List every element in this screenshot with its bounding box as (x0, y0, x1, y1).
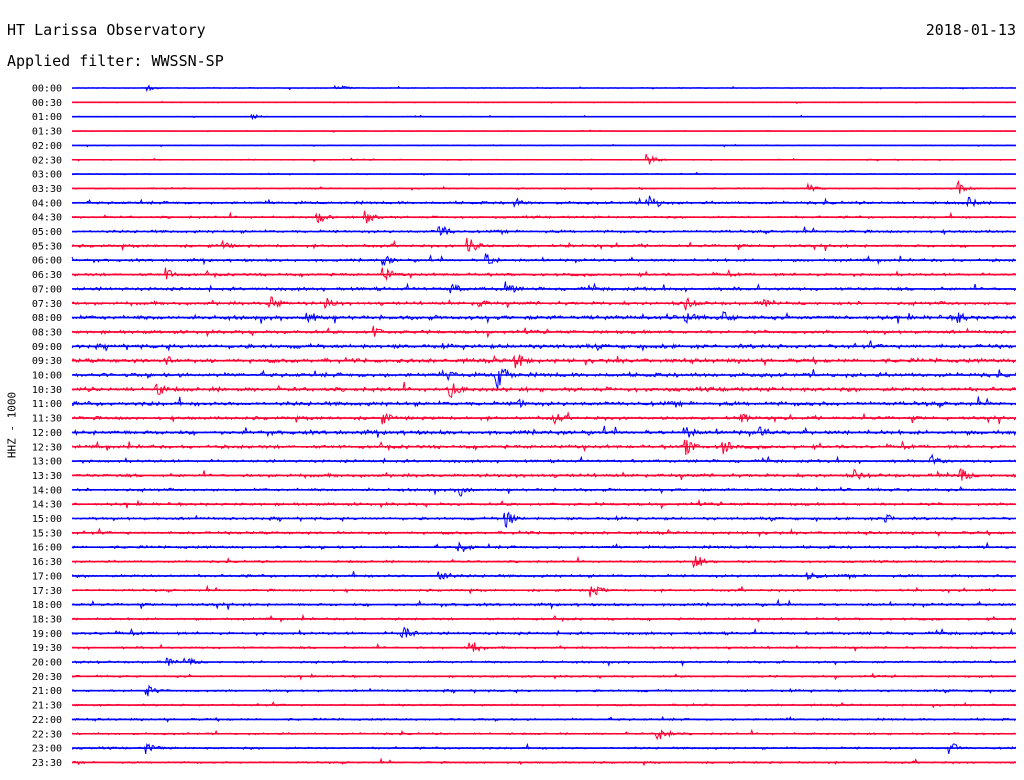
tick-label-0030: 00:30 (32, 98, 62, 109)
tick-label-1430: 14:30 (32, 500, 62, 511)
tick-label-0130: 01:30 (32, 127, 62, 138)
tick-label-2330: 23:30 (32, 758, 62, 769)
tick-label-2100: 21:00 (32, 686, 62, 697)
tick-label-1300: 13:00 (32, 457, 62, 468)
trace-1300 (71, 453, 1017, 466)
tick-label-1200: 12:00 (32, 428, 62, 439)
tick-label-2130: 21:30 (32, 701, 62, 712)
tick-label-1900: 19:00 (32, 629, 62, 640)
tick-label-0300: 03:00 (32, 170, 62, 181)
tick-label-0330: 03:30 (32, 184, 62, 195)
trace-1500 (71, 511, 1017, 529)
tick-label-0530: 05:30 (32, 241, 62, 252)
tick-label-2030: 20:30 (32, 672, 62, 683)
tick-label-2200: 22:00 (32, 715, 62, 726)
tick-label-0630: 06:30 (32, 270, 62, 281)
trace-2230 (71, 728, 1017, 741)
trace-1400 (71, 485, 1016, 497)
tick-label-0430: 04:30 (32, 213, 62, 224)
trace-0700 (71, 281, 1017, 294)
tick-label-1830: 18:30 (32, 614, 62, 625)
tick-label-1800: 18:00 (32, 600, 62, 611)
tick-label-0100: 01:00 (32, 112, 62, 123)
tick-label-1730: 17:30 (32, 586, 62, 597)
tick-label-0730: 07:30 (32, 299, 62, 310)
tick-label-1100: 11:00 (32, 399, 62, 410)
trace-1000 (71, 367, 1017, 389)
tick-label-0500: 05:00 (32, 227, 62, 238)
tick-label-0700: 07:00 (32, 284, 62, 295)
tick-label-1500: 15:00 (32, 514, 62, 525)
tick-label-2000: 20:00 (32, 658, 62, 669)
tick-label-1530: 15:30 (32, 528, 62, 539)
trace-1900 (71, 626, 1016, 639)
tick-label-1330: 13:30 (32, 471, 62, 482)
tick-label-1700: 17:00 (32, 571, 62, 582)
station-title: HT Larissa Observatory (7, 21, 206, 39)
trace-0530 (71, 237, 1017, 252)
trace-0900 (71, 340, 1016, 352)
trace-0400 (71, 195, 1016, 208)
tick-label-0800: 08:00 (32, 313, 62, 324)
filter-label: Applied filter: WWSSN-SP (7, 52, 224, 70)
tick-label-2230: 22:30 (32, 729, 62, 740)
tick-label-0000: 00:00 (32, 84, 62, 95)
date-label: 2018-01-13 (925, 21, 1016, 39)
trace-0630 (71, 267, 1017, 282)
trace-2300 (71, 742, 1017, 755)
tick-label-0900: 09:00 (32, 342, 62, 353)
tick-label-0230: 02:30 (32, 155, 62, 166)
tick-label-0600: 06:00 (32, 256, 62, 267)
trace-1730 (71, 584, 1016, 598)
tick-label-1000: 10:00 (32, 371, 62, 382)
trace-0600 (71, 253, 1016, 267)
tick-label-1130: 11:30 (32, 414, 62, 425)
tick-label-0200: 02:00 (32, 141, 62, 152)
tick-label-2300: 23:00 (32, 744, 62, 755)
trace-1100 (71, 396, 1017, 409)
tick-label-1600: 16:00 (32, 543, 62, 554)
tick-label-0400: 04:00 (32, 198, 62, 209)
tick-label-0930: 09:30 (32, 356, 62, 367)
trace-0330 (71, 179, 1016, 194)
tick-label-1230: 12:30 (32, 442, 62, 453)
trace-0930 (71, 354, 1017, 369)
tick-label-1030: 10:30 (32, 385, 62, 396)
tick-label-1400: 14:00 (32, 485, 62, 496)
tick-label-1930: 19:30 (32, 643, 62, 654)
tick-label-1630: 16:30 (32, 557, 62, 568)
tick-label-0830: 08:30 (32, 327, 62, 338)
